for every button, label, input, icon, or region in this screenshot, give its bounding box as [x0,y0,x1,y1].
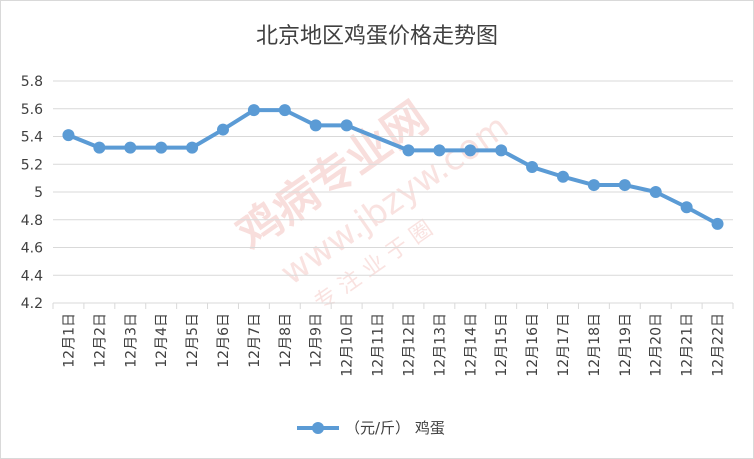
gridlines [53,80,733,304]
data-point [340,119,353,132]
y-tick-label: 4.2 [21,296,43,312]
data-point [711,217,724,230]
watermark: 鸡病专业网 www.jbzyw.com 专 注 业 于 圈 [228,92,516,316]
x-tick-label: 12月9日 [309,313,325,368]
y-tick-label: 5.4 [21,130,43,146]
legend-label: （元/斤） 鸡蛋 [345,419,445,437]
y-tick-label: 5.6 [21,102,43,118]
data-point [278,104,291,117]
legend-marker [312,422,324,434]
data-point [495,144,508,157]
data-point [217,123,229,136]
chart-title: 北京地区鸡蛋价格走势图 [256,24,498,49]
x-tick-label: 12月14日 [463,313,479,377]
data-point [62,129,75,142]
data-point [247,104,260,117]
data-point [649,186,662,198]
x-tick-label: 12月13日 [432,313,448,377]
legend: （元/斤） 鸡蛋 [297,419,445,437]
x-tick-label: 12月17日 [556,313,572,377]
data-point [618,179,631,192]
data-point [433,144,446,157]
x-tick-label: 12月3日 [123,313,139,368]
x-tick-label: 12月4日 [154,313,170,368]
data-point [557,170,569,183]
data-point [464,144,477,157]
y-tick-label: 4.8 [21,213,43,229]
x-tick-label: 12月22日 [711,313,727,377]
data-point [587,179,600,192]
x-tick-label: 12月2日 [92,313,108,368]
x-tick-label: 12月11日 [371,313,387,377]
data-point [93,141,106,154]
x-tick-label: 12月12日 [401,313,417,377]
data-point [680,201,693,214]
data-point [309,119,322,132]
y-tick-label: 4.4 [21,268,43,284]
x-tick-label: 12月18日 [587,313,603,377]
y-tick-label: 5 [34,185,43,201]
x-tick-label: 12月8日 [278,313,294,368]
x-axis: 12月1日 12月2日 12月3日 12月4日 12月5日 12月6日 12月7日 12月8日… [52,303,734,377]
x-tick-label: 12月10日 [340,313,356,377]
y-tick-label: 5.2 [21,157,43,173]
data-point [124,141,137,154]
x-tick-label: 12月19日 [618,313,634,377]
data-point [155,141,168,154]
x-tick-label: 12月15日 [494,313,510,377]
y-tick-label: 5.8 [21,74,43,90]
x-tick-label: 12月16日 [525,313,541,377]
data-point [402,144,415,157]
x-tick-label: 12月1日 [61,313,77,368]
data-point [526,161,539,174]
y-axis-ticks: 4.2 4.4 4.6 4.8 5 5.2 5.4 5.6 5.8 [21,74,43,312]
x-tick-label: 12月7日 [247,313,263,368]
x-tick-label: 12月6日 [216,313,232,368]
x-tick-label: 12月21日 [680,313,696,377]
y-tick-label: 4.6 [21,241,43,257]
x-tick-label: 12月5日 [185,313,201,368]
series-egg-price [62,104,724,230]
x-tick-label: 12月20日 [649,313,665,377]
data-point [186,141,199,154]
